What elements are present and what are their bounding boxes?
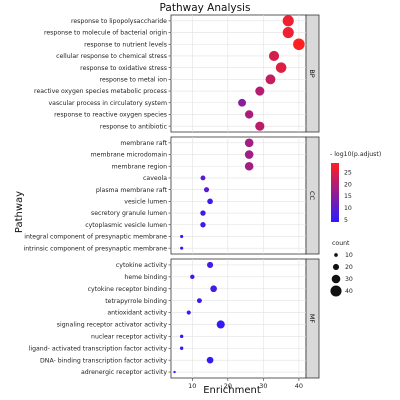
y-tick-label: DNA- binding transcription factor activi…: [40, 357, 167, 364]
x-tick-label: 10: [188, 382, 196, 390]
size-legend-label: 20: [345, 264, 353, 271]
y-axis-label: Pathway: [14, 191, 25, 233]
y-tick-label: tetrapyrrole binding: [105, 298, 167, 305]
data-point: [180, 246, 184, 250]
data-point: [282, 26, 294, 39]
data-point: [244, 150, 254, 159]
data-point: [244, 138, 254, 148]
data-point: [190, 274, 195, 280]
data-point: [203, 187, 210, 193]
data-point: [186, 310, 191, 315]
color-legend-tick: 15: [344, 193, 352, 200]
facet-strip-label: BP: [308, 69, 316, 77]
color-legend-tick: 20: [344, 181, 352, 188]
y-tick-label: adrenergic receptor activity: [81, 369, 167, 376]
y-tick-label: cellular response to chemical stress: [56, 53, 167, 60]
x-tick-label: 40: [295, 382, 303, 390]
y-tick-label: response to nutrient levels: [84, 41, 167, 48]
size-legend-label: 30: [345, 276, 353, 283]
y-tick-label: intrinsic component of presynaptic membr…: [24, 245, 168, 252]
color-bar: [331, 163, 339, 222]
facet-strip: [305, 258, 320, 379]
y-tick-label: integral component of presynaptic membra…: [24, 234, 167, 241]
x-axis-label: Enrichment: [203, 385, 261, 396]
size-legend-title: count: [332, 240, 350, 247]
y-tick-label: response to reactive oxygen species: [54, 112, 167, 119]
facet-strip: [305, 136, 320, 255]
data-point: [255, 86, 265, 96]
data-point: [200, 175, 206, 181]
panel-frame: [170, 136, 307, 255]
y-tick-label: caveola: [143, 175, 167, 182]
y-tick-label: cytoplasmic vesicle lumen: [85, 222, 167, 229]
data-point: [179, 334, 184, 339]
facet-bp: BP response to lipopolysaccharide response…: [34, 14, 320, 133]
y-tick-label: reactive oxygen species metabolic proces…: [34, 88, 167, 95]
data-point: [200, 210, 206, 216]
color-legend-tick: 10: [344, 205, 352, 212]
y-tick-label: response to metal ion: [100, 76, 167, 83]
data-point: [200, 222, 206, 228]
y-tick-label: membrane region: [112, 163, 167, 170]
facet-panels: BP response to lipopolysaccharide response…: [24, 14, 320, 379]
y-tick-label: heme binding: [124, 274, 167, 281]
color-legend-title: - log10(p.adjust): [330, 151, 381, 158]
x-tick-label: 30: [259, 382, 267, 390]
data-point: [216, 320, 225, 329]
data-point: [180, 234, 184, 239]
size-legend: count 10 20 30 40: [330, 240, 353, 297]
facet-strip: [305, 14, 320, 133]
y-tick-label: vesicle lumen: [124, 198, 167, 205]
size-legend-label: 40: [345, 288, 353, 295]
data-point: [244, 161, 254, 171]
y-tick-label: membrane raft: [120, 140, 167, 147]
data-point: [255, 121, 265, 131]
data-point: [196, 298, 202, 304]
data-point: [207, 198, 213, 205]
size-legend-dot: [330, 285, 342, 297]
size-legend-dot: [331, 274, 341, 284]
data-point: [179, 346, 184, 350]
data-point: [275, 62, 287, 73]
color-legend-tick: 25: [344, 170, 352, 177]
y-tick-label: response to molecule of bacterial origin: [44, 30, 167, 37]
x-axis: 10 20 30 40: [188, 378, 303, 390]
chart-title: Pathway Analysis: [160, 2, 251, 14]
facet-cc: CC membrane raft membrane microdomain membr…: [24, 136, 320, 255]
data-point: [265, 74, 276, 85]
data-point: [268, 50, 280, 62]
data-point: [207, 261, 214, 269]
y-tick-label: cytokine receptor binding: [88, 286, 167, 293]
facet-strip-label: MF: [308, 314, 316, 324]
x-tick-label: 20: [224, 382, 232, 390]
facet-mf: MF cytokine activity heme binding cytokine …: [29, 258, 320, 379]
y-tick-label: response to antibiotic: [100, 123, 168, 130]
y-tick-label: antioxidant activity: [107, 310, 167, 317]
data-point: [293, 38, 305, 51]
size-legend-label: 10: [345, 252, 353, 259]
y-tick-label: response to oxidative stress: [80, 65, 167, 72]
data-point: [238, 98, 246, 107]
data-point: [210, 285, 217, 293]
y-tick-label: vascular process in circulatory system: [49, 100, 168, 107]
y-tick-label: nuclear receptor activity: [91, 333, 167, 340]
y-tick-label: membrane microdomain: [91, 152, 167, 159]
color-legend: - log10(p.adjust) 5 10 15 20 25: [330, 151, 381, 224]
y-tick-label: signaling receptor activator activity: [57, 322, 168, 329]
size-legend-dot: [332, 263, 340, 271]
color-legend-tick: 5: [344, 217, 348, 224]
y-tick-label: cytokine activity: [116, 262, 167, 269]
y-tick-label: secretory granule lumen: [91, 210, 167, 217]
y-tick-label: response to lipopolysaccharide: [71, 18, 167, 25]
facet-strip-label: CC: [308, 191, 316, 201]
data-point: [282, 15, 294, 27]
y-tick-label: ligand- activated transcription factor a…: [29, 345, 168, 352]
data-point: [206, 356, 214, 364]
y-tick-label: plasma membrane raft: [96, 187, 168, 194]
data-point: [244, 110, 254, 119]
size-legend-dot: [334, 253, 338, 257]
data-point: [173, 370, 176, 374]
panel-frame: [170, 258, 307, 379]
